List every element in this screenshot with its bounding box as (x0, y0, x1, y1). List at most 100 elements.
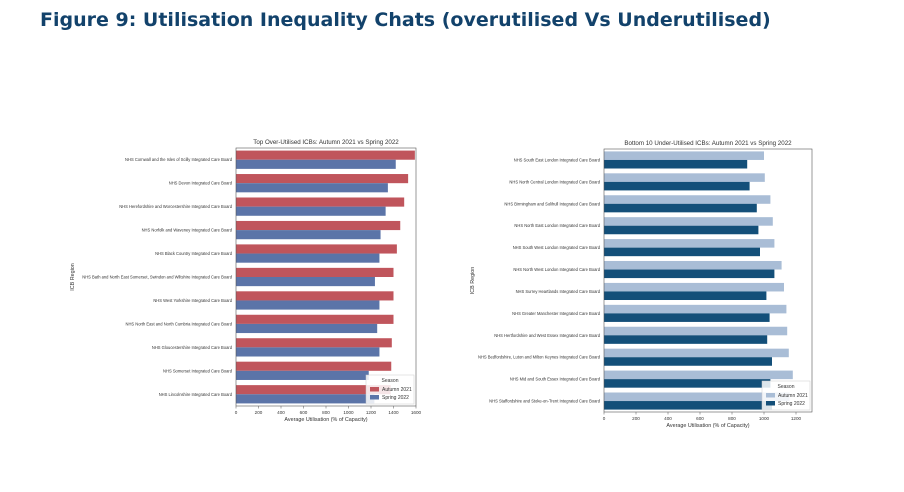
bar-spring-2022 (604, 291, 767, 301)
bar-spring-2022 (236, 347, 380, 357)
x-tick-label: 800 (728, 416, 736, 421)
category-label: NHS Bath and North East Somerset, Swindo… (82, 275, 232, 280)
category-label: NHS Lincolnshire Integrated Care Board (159, 392, 233, 397)
bar-spring-2022 (604, 269, 775, 279)
x-tick-label: 600 (300, 410, 308, 415)
y-axis-label: ICB Region (70, 263, 76, 291)
bar-autumn-2021 (236, 220, 401, 231)
bar-autumn-2021 (604, 326, 788, 336)
bar-autumn-2021 (604, 173, 765, 182)
legend-title: Season (778, 384, 795, 390)
category-label: NHS Black Country Integrated Care Board (155, 251, 233, 256)
bar-spring-2022 (236, 159, 396, 169)
category-label: NHS Birmingham and Solihull Integrated C… (504, 201, 600, 206)
bar-autumn-2021 (236, 150, 415, 160)
category-label: NHS Herefordshire and Worcestershire Int… (119, 204, 233, 209)
under-utilised-chart: Bottom 10 Under-Utilised ICBs: Autumn 20… (470, 140, 813, 429)
category-label: NHS Staffordshire and Stoke-on-Trent Int… (489, 399, 601, 404)
bar-autumn-2021 (236, 338, 392, 348)
x-tick-label: 1400 (388, 410, 399, 415)
x-tick-label: 1000 (343, 410, 354, 415)
x-tick-label: 1200 (791, 416, 802, 421)
bar-autumn-2021 (236, 314, 394, 324)
legend-swatch (766, 393, 775, 398)
bar-autumn-2021 (604, 195, 771, 204)
bar-spring-2022 (604, 159, 748, 169)
legend-label: Autumn 2021 (778, 393, 808, 399)
x-axis-label: Average Utilisation (% of Capacity) (666, 423, 749, 429)
bar-autumn-2021 (604, 239, 775, 248)
category-label: NHS Cornwall and the Isles of Scilly Int… (125, 157, 233, 162)
category-label: NHS Surrey Heartlands Integrated Care Bo… (516, 289, 601, 294)
bar-spring-2022 (604, 357, 772, 366)
bar-spring-2022 (236, 183, 388, 193)
plot-frame (603, 148, 813, 413)
bar-autumn-2021 (604, 304, 787, 314)
legend-swatch (766, 401, 775, 406)
category-label: NHS Hertfordshire and West Essex Integra… (494, 333, 600, 338)
x-tick-label: 400 (664, 416, 672, 421)
chart-title: Top Over-Utilised ICBs: Autumn 2021 vs S… (253, 139, 399, 146)
x-tick-label: 0 (603, 416, 606, 421)
over-utilised-chart: Top Over-Utilised ICBs: Autumn 2021 vs S… (70, 139, 422, 423)
bar-spring-2022 (236, 277, 375, 287)
chart-title: Bottom 10 Under-Utilised ICBs: Autumn 20… (624, 140, 792, 147)
bar-spring-2022 (236, 300, 380, 310)
bar-spring-2022 (604, 313, 770, 322)
bar-spring-2022 (236, 230, 381, 240)
bar-autumn-2021 (604, 282, 784, 292)
category-label: NHS Devon Integrated Care Board (169, 181, 233, 186)
bar-autumn-2021 (236, 267, 394, 277)
category-label: NHS North Central London Integrated Care… (509, 179, 600, 184)
x-tick-label: 600 (696, 416, 704, 421)
bar-autumn-2021 (604, 392, 790, 402)
bar-spring-2022 (604, 247, 760, 257)
bar-spring-2022 (236, 323, 378, 334)
bar-spring-2022 (604, 335, 768, 344)
bar-autumn-2021 (604, 260, 782, 270)
bar-autumn-2021 (236, 385, 391, 395)
legend-label: Spring 2022 (382, 395, 409, 401)
bar-autumn-2021 (236, 361, 392, 371)
x-tick-label: 400 (277, 410, 285, 415)
bar-autumn-2021 (604, 151, 764, 160)
category-label: NHS North East and North Cumbria Integra… (126, 321, 233, 326)
legend-label: Autumn 2021 (382, 387, 412, 393)
category-label: NHS South West London Integrated Care Bo… (513, 245, 601, 250)
x-tick-label: 1600 (411, 410, 422, 415)
bar-autumn-2021 (236, 174, 409, 184)
bar-spring-2022 (236, 370, 369, 380)
category-label: NHS North West London Integrated Care Bo… (513, 267, 600, 272)
bar-autumn-2021 (236, 197, 405, 207)
bar-spring-2022 (236, 394, 375, 404)
category-label: NHS Somerset Integrated Care Board (163, 368, 233, 373)
bar-spring-2022 (604, 203, 757, 213)
bar-autumn-2021 (604, 370, 793, 380)
category-label: NHS West Yorkshire Integrated Care Board (153, 298, 232, 303)
bar-autumn-2021 (236, 291, 394, 301)
bar-spring-2022 (604, 379, 771, 388)
bar-spring-2022 (604, 401, 772, 410)
category-label: NHS Greater Manchester Integrated Care B… (512, 311, 601, 316)
bar-spring-2022 (236, 206, 386, 216)
x-tick-label: 1200 (366, 410, 377, 415)
x-tick-label: 1000 (759, 416, 770, 421)
legend-swatch (370, 395, 379, 400)
legend-swatch (370, 387, 379, 392)
bar-autumn-2021 (236, 244, 397, 254)
category-label: NHS Norfolk and Waveney Integrated Care … (142, 228, 233, 233)
category-label: NHS Mid and South Essex Integrated Care … (510, 377, 601, 382)
bar-autumn-2021 (604, 348, 789, 358)
category-label: NHS Gloucestershire Integrated Care Boar… (152, 345, 233, 350)
category-label: NHS South East London Integrated Care Bo… (514, 157, 601, 162)
category-label: NHS Bedfordshire, Luton and Milton Keyne… (478, 355, 601, 360)
legend-label: Spring 2022 (778, 401, 805, 407)
x-tick-label: 200 (255, 410, 263, 415)
bar-spring-2022 (236, 253, 380, 263)
category-label: NHS North East London Integrated Care Bo… (514, 223, 600, 228)
y-axis-label: ICB Region (470, 267, 476, 295)
bar-autumn-2021 (604, 217, 773, 226)
figure-title: Figure 9: Utilisation Inequality Chats (… (40, 9, 771, 31)
x-axis-label: Average Utilisation (% of Capacity) (284, 417, 367, 423)
bar-spring-2022 (604, 225, 759, 235)
